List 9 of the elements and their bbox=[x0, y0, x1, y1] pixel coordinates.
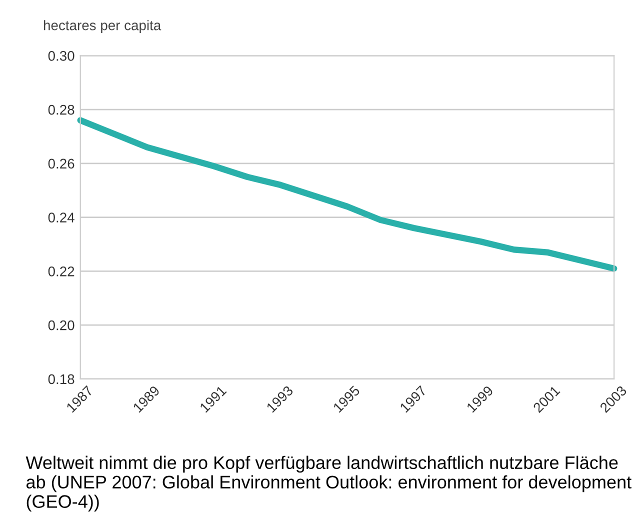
y-tick-label: 0.30 bbox=[48, 50, 74, 61]
y-tick-label: 0.22 bbox=[48, 266, 74, 276]
y-tick-label: 0.26 bbox=[48, 158, 74, 169]
text: Weltweit nimmt die pro Kopf verfügbare landwirtschaftlich nutzbare Fläche ab (UNEP 2007: Global Environment Outlook: environment for development (GEO-4)) bbox=[26, 456, 632, 512]
y-axis-title: hectares per capita bbox=[44, 20, 162, 34]
y-tick-label: 0.28 bbox=[48, 104, 74, 115]
y-tick-label: 0.20 bbox=[48, 320, 74, 330]
y-tick-label: 0.24 bbox=[48, 212, 74, 222]
y-tick-label: 0.18 bbox=[48, 374, 74, 384]
